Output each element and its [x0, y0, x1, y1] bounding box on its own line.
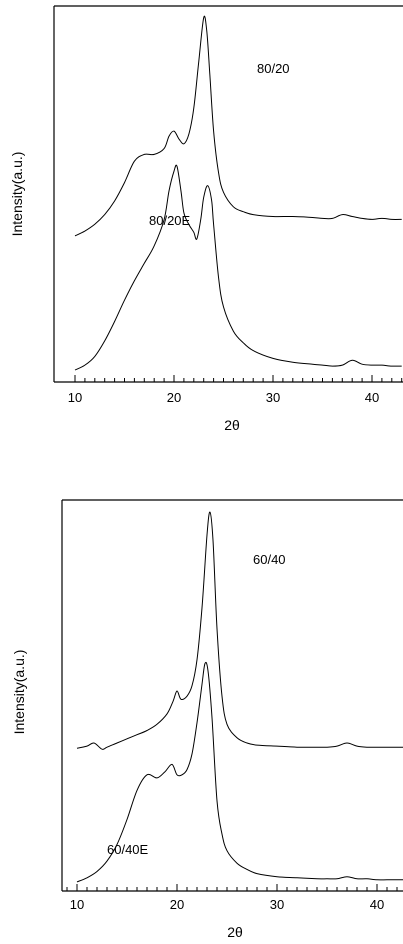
curves	[74, 15, 402, 371]
x-ticks: 10 20 30 40	[68, 375, 403, 405]
x-tick-label: 30	[270, 897, 284, 912]
x-tick-label: 40	[365, 390, 379, 405]
curves	[76, 511, 403, 883]
x-axis-title: 2θ	[224, 417, 240, 433]
series-label-80-20e: 80/20E	[149, 213, 191, 228]
series-line-60-40e	[76, 661, 403, 883]
x-tick-label: 20	[170, 897, 184, 912]
x-tick-label: 10	[70, 897, 84, 912]
xrd-chart-bottom-svg: 10 20 30 40 Intensity(a.u.) 2θ 60/40 60/40E	[11, 499, 403, 940]
xrd-chart-bottom: 10 20 30 40 Intensity(a.u.) 2θ 60/40 60/40E	[0, 480, 403, 944]
series-line-80-20e	[74, 164, 402, 371]
x-tick-label: 30	[266, 390, 280, 405]
x-tick-label: 40	[370, 897, 384, 912]
y-axis-title: Intensity(a.u.)	[9, 152, 25, 237]
y-axis-title: Intensity(a.u.)	[11, 650, 27, 735]
xrd-chart-top: 10 20 30 40 Intensity(a.u.) 2θ 80/20 80/20E	[9, 5, 403, 433]
series-label-60-40e: 60/40E	[107, 842, 149, 857]
series-label-80-20: 80/20	[257, 61, 290, 76]
series-label-60-40: 60/40	[253, 552, 286, 567]
x-tick-label: 10	[68, 390, 82, 405]
x-axis-title: 2θ	[227, 924, 243, 940]
x-tick-label: 20	[167, 390, 181, 405]
x-ticks: 10 20 30 40	[66, 884, 398, 912]
series-line-80-20	[74, 15, 402, 237]
xrd-chart-top-svg: 10 20 30 40 Intensity(a.u.) 2θ 80/20 80/20E	[9, 5, 403, 433]
series-line-60-40	[76, 511, 403, 750]
